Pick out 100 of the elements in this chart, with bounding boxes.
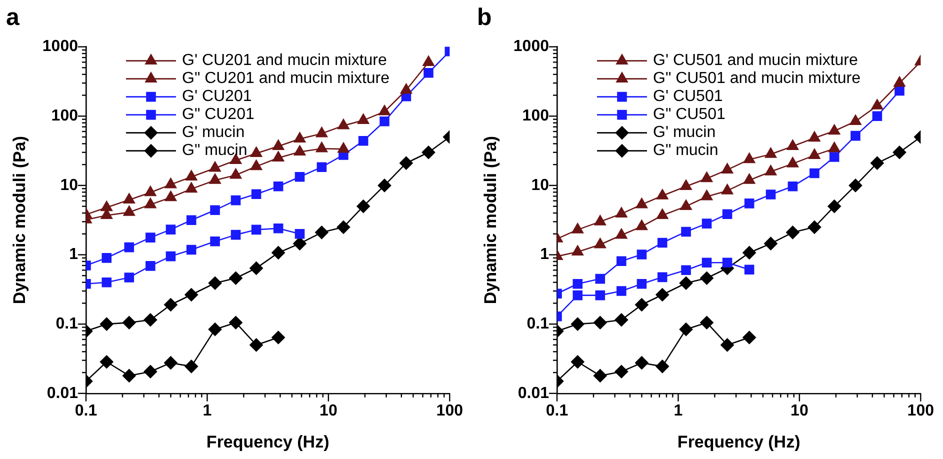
y-tick-label: 100 bbox=[522, 108, 550, 125]
point bbox=[850, 130, 860, 141]
point bbox=[808, 131, 820, 142]
point bbox=[102, 253, 112, 263]
point bbox=[700, 316, 714, 330]
legend-label: G" mucin bbox=[182, 142, 248, 160]
x-tick-label: 10 bbox=[790, 402, 808, 420]
legend-label: G' mucin bbox=[652, 124, 716, 142]
point bbox=[208, 322, 222, 336]
point bbox=[144, 198, 156, 208]
y-tick-label: 1000 bbox=[42, 38, 78, 56]
point bbox=[870, 156, 884, 170]
x-axis-title: Frequency (Hz) bbox=[677, 432, 800, 452]
point bbox=[272, 151, 284, 162]
point bbox=[164, 190, 177, 202]
point bbox=[871, 99, 884, 110]
point bbox=[272, 330, 285, 344]
point bbox=[657, 272, 668, 282]
point bbox=[850, 114, 862, 126]
point bbox=[786, 157, 799, 168]
point bbox=[721, 184, 734, 194]
y-tick-label: 1 bbox=[540, 246, 550, 264]
legend-label: G" mucin bbox=[652, 142, 718, 160]
point bbox=[164, 298, 178, 312]
point bbox=[230, 168, 242, 179]
point bbox=[743, 152, 756, 164]
point bbox=[184, 288, 198, 302]
point bbox=[186, 244, 196, 255]
point bbox=[742, 246, 756, 260]
y-tick-label: 0.01 bbox=[518, 384, 550, 402]
point bbox=[657, 238, 668, 248]
point bbox=[681, 226, 691, 237]
point bbox=[251, 224, 262, 235]
point bbox=[122, 369, 136, 382]
point bbox=[764, 148, 777, 158]
point bbox=[848, 178, 862, 192]
point bbox=[828, 200, 841, 213]
point bbox=[186, 182, 198, 193]
point bbox=[700, 172, 713, 182]
y-axis-title: Dynamic moduli (Pa) bbox=[480, 136, 500, 304]
point bbox=[250, 338, 263, 352]
point bbox=[424, 68, 434, 78]
point bbox=[378, 178, 392, 192]
point bbox=[616, 256, 626, 266]
point bbox=[356, 200, 370, 213]
point bbox=[808, 220, 822, 234]
point bbox=[810, 168, 820, 178]
point bbox=[721, 163, 734, 174]
legend-label: G" CU201 and mucin mixture bbox=[182, 70, 390, 88]
point bbox=[316, 126, 328, 138]
point bbox=[186, 215, 196, 226]
point bbox=[788, 181, 798, 192]
point bbox=[616, 286, 626, 296]
point bbox=[570, 317, 584, 331]
chart-title: b bbox=[477, 4, 492, 32]
legend-label: G" CU501 and mucin mixture bbox=[652, 70, 861, 88]
point bbox=[572, 290, 583, 300]
point bbox=[378, 105, 390, 116]
point bbox=[166, 224, 176, 234]
legend-label: G' CU501 and mucin mixture bbox=[652, 52, 858, 70]
point bbox=[146, 261, 156, 271]
point bbox=[786, 226, 800, 240]
point bbox=[572, 245, 584, 256]
point bbox=[764, 236, 778, 250]
point bbox=[250, 160, 262, 170]
point bbox=[146, 232, 156, 242]
point bbox=[336, 220, 350, 234]
x-tick-label: 1 bbox=[674, 402, 683, 420]
point bbox=[102, 277, 112, 288]
point bbox=[656, 208, 668, 220]
point bbox=[422, 146, 436, 160]
y-tick-label: 0.1 bbox=[56, 315, 78, 332]
point bbox=[144, 313, 158, 327]
point bbox=[294, 172, 305, 182]
point bbox=[636, 220, 648, 230]
point bbox=[700, 190, 713, 200]
point bbox=[594, 369, 607, 382]
point bbox=[614, 364, 628, 378]
point bbox=[892, 146, 906, 160]
chart-title: a bbox=[6, 4, 20, 32]
point bbox=[680, 200, 692, 210]
point bbox=[338, 142, 350, 153]
point bbox=[636, 278, 647, 289]
point bbox=[679, 276, 693, 290]
point bbox=[616, 207, 628, 218]
point bbox=[251, 189, 262, 199]
point bbox=[894, 76, 906, 87]
point bbox=[722, 209, 732, 219]
point bbox=[123, 206, 135, 216]
point bbox=[616, 228, 628, 239]
point bbox=[122, 316, 136, 330]
point bbox=[229, 271, 242, 285]
y-tick-label: 0.01 bbox=[46, 384, 78, 402]
point bbox=[744, 198, 754, 208]
point bbox=[316, 142, 328, 152]
legend-label: G' mucin bbox=[182, 124, 245, 142]
point bbox=[294, 229, 305, 239]
point bbox=[315, 226, 328, 240]
point bbox=[742, 330, 756, 344]
point bbox=[400, 83, 412, 94]
